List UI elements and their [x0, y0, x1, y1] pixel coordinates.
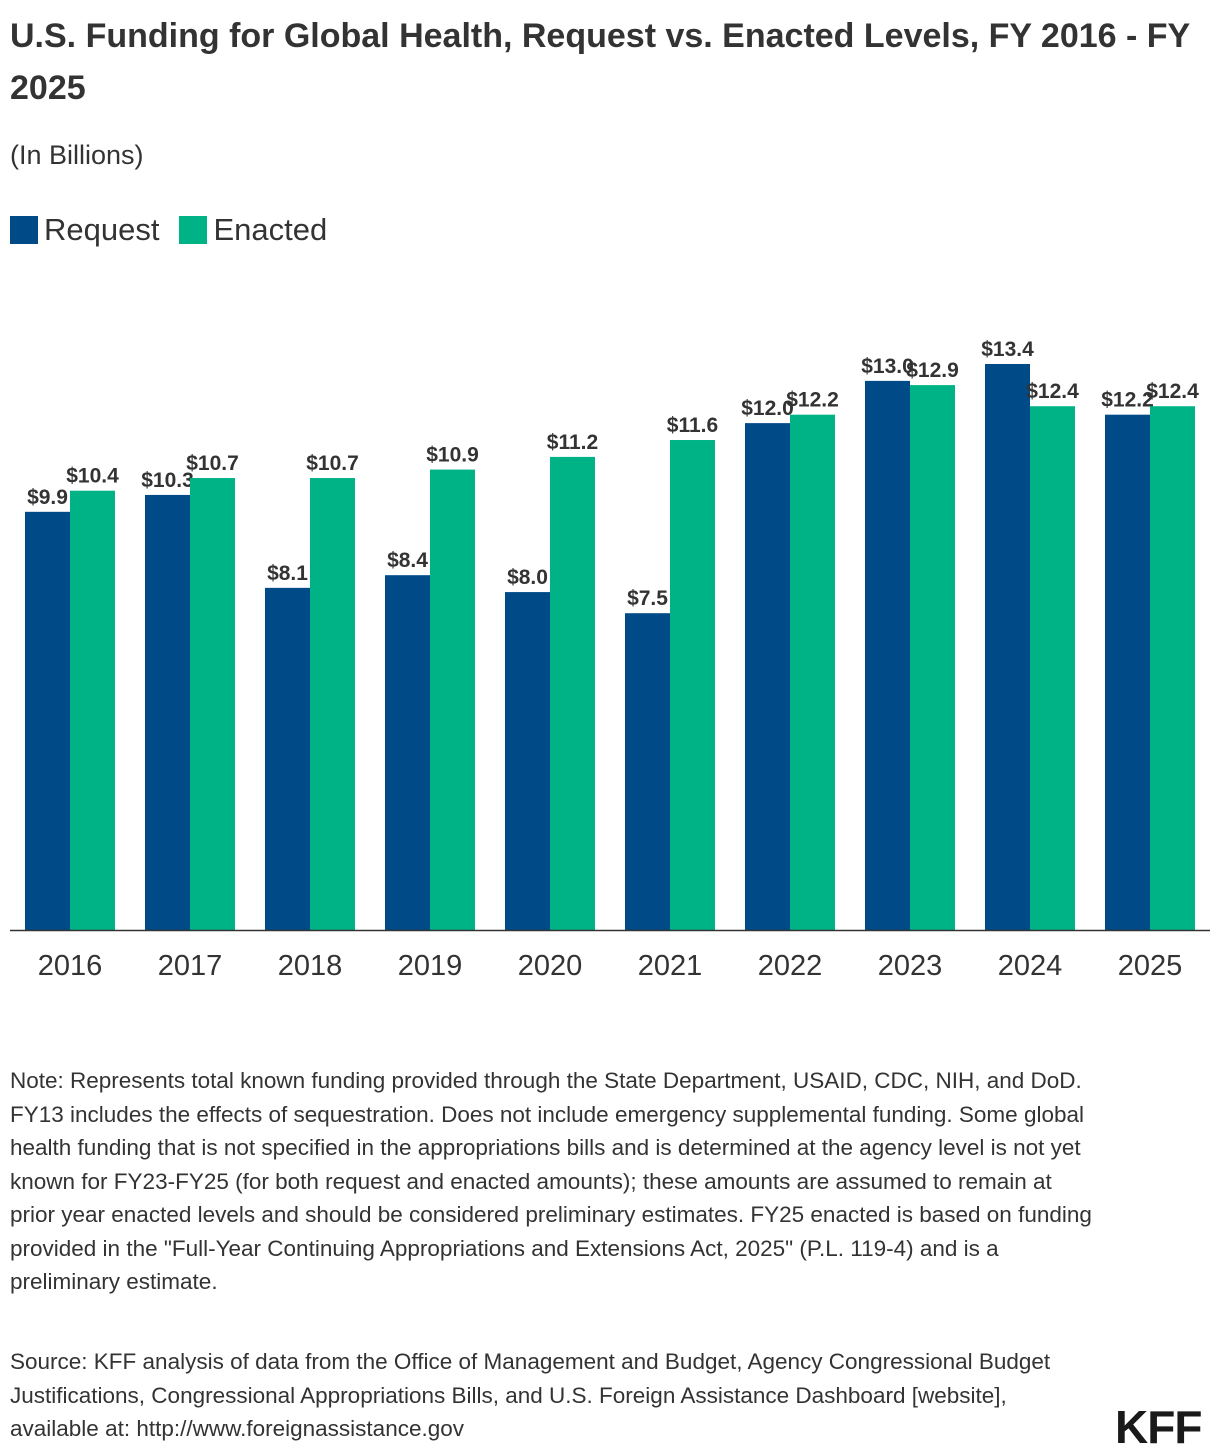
legend-item-request: Request — [10, 212, 159, 248]
x-tick-label-2024: 2024 — [998, 950, 1063, 982]
x-tick-label-2019: 2019 — [398, 950, 463, 982]
bar-request-2021 — [625, 613, 670, 930]
legend-swatch-enacted — [179, 216, 208, 244]
bar-request-2017 — [145, 494, 190, 930]
bar-enacted-2022 — [790, 414, 835, 930]
data-label-enacted-2023: $12.9 — [906, 359, 959, 382]
bar-enacted-2025 — [1150, 406, 1195, 930]
data-label-request-2017: $10.3 — [141, 469, 194, 492]
data-label-request-2025: $12.2 — [1101, 389, 1154, 412]
bar-enacted-2021 — [670, 440, 715, 930]
legend-label-request: Request — [44, 212, 160, 247]
bar-request-2024 — [985, 363, 1030, 930]
chart-title: U.S. Funding for Global Health, Request … — [10, 17, 1190, 107]
chart-subtitle: (In Billions) — [10, 140, 144, 170]
x-tick-label-2020: 2020 — [518, 950, 583, 982]
legend-swatch-request — [10, 216, 38, 244]
data-label-request-2021: $7.5 — [627, 587, 668, 610]
x-tick-label-2025: 2025 — [1118, 950, 1183, 982]
bar-enacted-2016 — [70, 490, 115, 930]
bar-enacted-2023 — [910, 385, 955, 930]
bar-request-2025 — [1105, 414, 1150, 930]
data-label-enacted-2020: $11.2 — [547, 431, 598, 454]
chart-note: Note: Represents total known funding pro… — [10, 1068, 1092, 1294]
legend-item-enacted: Enacted — [179, 212, 327, 248]
data-label-enacted-2019: $10.9 — [426, 444, 479, 467]
data-label-enacted-2025: $12.4 — [1146, 380, 1199, 403]
data-label-enacted-2017: $10.7 — [186, 452, 239, 475]
bar-request-2020 — [505, 592, 550, 930]
chart-source: Source: KFF analysis of data from the Of… — [10, 1349, 1051, 1441]
bar-enacted-2024 — [1030, 406, 1075, 930]
bar-request-2016 — [25, 511, 70, 930]
bar-request-2022 — [745, 423, 790, 930]
data-label-enacted-2016: $10.4 — [66, 465, 119, 488]
x-tick-label-2017: 2017 — [158, 950, 223, 982]
x-tick-label-2016: 2016 — [38, 950, 103, 982]
data-label-request-2019: $8.4 — [387, 549, 428, 572]
legend-label-enacted: Enacted — [213, 212, 328, 247]
data-label-request-2020: $8.0 — [507, 566, 548, 589]
data-label-enacted-2018: $10.7 — [306, 452, 359, 475]
data-label-request-2024: $13.4 — [981, 338, 1034, 361]
bar-enacted-2019 — [430, 469, 475, 930]
bar-enacted-2017 — [190, 478, 235, 930]
data-label-enacted-2024: $12.4 — [1026, 380, 1079, 403]
kff-logo: KFF — [1115, 1401, 1202, 1453]
legend: Request Enacted — [10, 212, 347, 248]
bar-chart: $9.9$10.42016$10.3$10.72017$8.1$10.72018… — [10, 338, 1210, 982]
data-label-request-2023: $13.0 — [861, 355, 914, 378]
x-tick-label-2018: 2018 — [278, 950, 343, 982]
data-label-request-2018: $8.1 — [267, 562, 308, 585]
data-label-enacted-2022: $12.2 — [786, 389, 839, 412]
data-label-request-2022: $12.0 — [741, 397, 794, 420]
bar-enacted-2018 — [310, 478, 355, 930]
x-tick-label-2022: 2022 — [758, 950, 823, 982]
bar-request-2018 — [265, 587, 310, 930]
data-label-enacted-2021: $11.6 — [667, 414, 718, 437]
data-label-request-2016: $9.9 — [27, 486, 68, 509]
bar-request-2023 — [865, 380, 910, 930]
x-tick-label-2023: 2023 — [878, 950, 943, 982]
bar-enacted-2020 — [550, 456, 595, 930]
x-tick-label-2021: 2021 — [638, 950, 703, 982]
bar-request-2019 — [385, 575, 430, 930]
